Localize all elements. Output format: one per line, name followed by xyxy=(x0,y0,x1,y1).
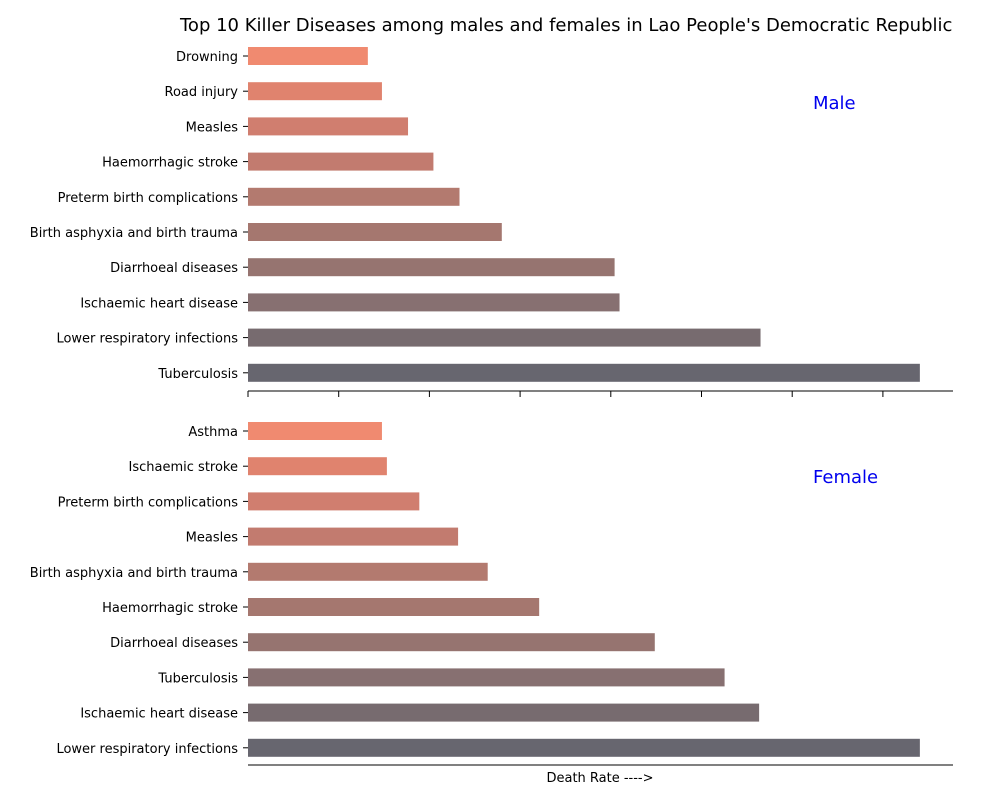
bar xyxy=(248,47,368,65)
bar xyxy=(248,328,761,347)
bar xyxy=(248,117,409,136)
panel-annotation: Male xyxy=(813,93,856,114)
y-tick-label: Diarrhoeal diseases xyxy=(110,636,238,651)
bar xyxy=(248,457,387,476)
y-tick-label: Haemorrhagic stroke xyxy=(102,156,238,171)
y-tick-label: Asthma xyxy=(188,425,238,440)
bar xyxy=(248,492,420,511)
bar xyxy=(248,258,615,277)
panel-male: Drowning Road injury Measles Haemorrhagic s… xyxy=(30,47,953,397)
y-tick-label: Road injury xyxy=(165,85,239,100)
y-tick-label: Birth asphyxia and birth trauma xyxy=(30,566,238,581)
bar xyxy=(248,598,540,616)
panel-female: Asthma Ischaemic stroke Preterm birth comp… xyxy=(30,422,953,766)
bar xyxy=(248,363,920,382)
y-tick-label: Ischaemic stroke xyxy=(129,460,238,475)
y-tick-label: Diarrhoeal diseases xyxy=(110,261,238,276)
chart-title: Top 10 Killer Diseases among males and f… xyxy=(179,15,952,36)
y-tick-label: Lower respiratory infections xyxy=(56,742,238,757)
bar xyxy=(248,633,655,652)
bar xyxy=(248,703,760,722)
y-tick-label: Measles xyxy=(186,120,239,135)
panels: Drowning Road injury Measles Haemorrhagic s… xyxy=(30,47,953,766)
bar xyxy=(248,223,502,241)
bar xyxy=(248,527,459,546)
bar xyxy=(248,293,620,312)
y-tick-label: Preterm birth complications xyxy=(58,191,239,206)
y-tick-label: Lower respiratory infections xyxy=(56,332,238,347)
bar xyxy=(248,562,488,581)
y-tick-label: Preterm birth complications xyxy=(58,495,239,510)
x-axis-label: Death Rate ----> xyxy=(546,771,653,786)
panel-annotation: Female xyxy=(813,467,878,488)
y-tick-label: Tuberculosis xyxy=(157,671,238,686)
y-tick-label: Birth asphyxia and birth trauma xyxy=(30,226,238,241)
y-tick-label: Tuberculosis xyxy=(157,367,238,382)
bar xyxy=(248,82,382,101)
bar xyxy=(248,187,460,206)
bar xyxy=(248,668,725,687)
y-tick-label: Ischaemic heart disease xyxy=(80,296,238,311)
bar xyxy=(248,422,382,440)
y-tick-label: Drowning xyxy=(176,50,238,65)
bar xyxy=(248,738,920,757)
bar xyxy=(248,152,434,171)
y-tick-label: Ischaemic heart disease xyxy=(80,707,238,722)
y-tick-label: Measles xyxy=(186,531,239,546)
y-tick-label: Haemorrhagic stroke xyxy=(102,601,238,616)
